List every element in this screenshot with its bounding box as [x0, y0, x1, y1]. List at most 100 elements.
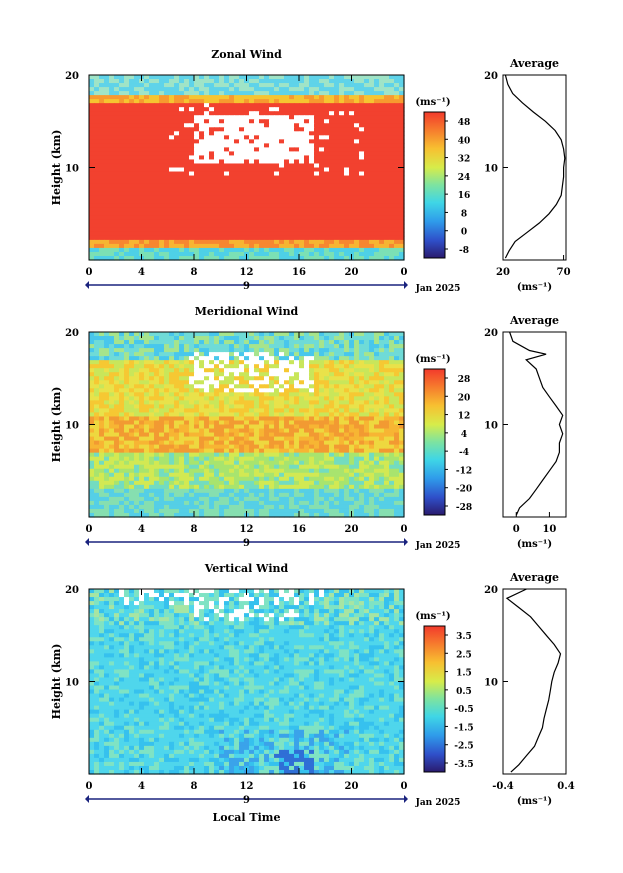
zonal-heatmap-cell: [99, 167, 105, 173]
zonal-heatmap-cell: [104, 115, 110, 120]
meridional-heatmap-cell: [354, 392, 360, 397]
zonal-heatmap-cell: [244, 219, 250, 225]
meridional-heatmap-cell: [179, 440, 185, 446]
meridional-heatmap-cell: [309, 408, 315, 414]
zonal-heatmap-cell: [239, 155, 245, 161]
zonal-heatmap-cell: [114, 87, 120, 92]
meridional-heatmap-cell: [219, 332, 225, 337]
zonal-heatmap-cell: [334, 135, 340, 140]
zonal-heatmap-cell: [169, 243, 175, 249]
meridional-heatmap-cell: [314, 448, 320, 454]
zonal-heatmap-cell: [159, 251, 165, 257]
zonal-heatmap-cell: [144, 187, 150, 193]
zonal-heatmap-cell: [364, 235, 370, 241]
zonal-heatmap-cell: [389, 155, 395, 161]
meridional-heatmap-cell: [164, 396, 170, 401]
zonal-heatmap-cell: [259, 255, 265, 261]
meridional-heatmap-cell: [389, 424, 395, 430]
meridional-heatmap-cell: [114, 356, 120, 361]
zonal-heatmap-cell: [144, 251, 150, 257]
zonal-heatmap-cell: [289, 167, 295, 173]
zonal-heatmap-cell: [224, 95, 230, 100]
zonal-heatmap-cell: [174, 251, 180, 257]
zonal-heatmap-cell: [294, 107, 300, 112]
meridional-heatmap-cell: [179, 396, 185, 401]
zonal-heatmap-cell: [109, 191, 115, 197]
meridional-heatmap-cell: [174, 444, 180, 450]
zonal-heatmap-cell: [174, 231, 180, 237]
zonal-heatmap-cell: [349, 231, 355, 237]
meridional-heatmap-cell: [169, 444, 175, 450]
zonal-heatmap-cell: [94, 231, 100, 237]
zonal-heatmap-cell: [134, 239, 140, 245]
zonal-heatmap-cell: [259, 231, 265, 237]
zonal-heatmap-cell: [284, 95, 290, 100]
zonal-heatmap-cell: [324, 95, 330, 100]
zonal-heatmap-cell: [364, 187, 370, 193]
meridional-heatmap-cell: [239, 452, 245, 458]
meridional-heatmap-cell: [159, 372, 165, 377]
meridional-heatmap-cell: [314, 360, 320, 365]
zonal-heatmap-cell: [379, 139, 385, 144]
zonal-heatmap-cell: [139, 147, 145, 153]
zonal-heatmap-cell: [304, 79, 310, 84]
zonal-heatmap-cell: [239, 247, 245, 253]
meridional-heatmap-cell: [174, 368, 180, 373]
zonal-heatmap-cell: [99, 119, 105, 124]
meridional-heatmap-cell: [149, 368, 155, 373]
zonal-heatmap-cell: [104, 239, 110, 245]
zonal-heatmap-cell: [364, 111, 370, 116]
meridional-heatmap-cell: [229, 440, 235, 446]
meridional-heatmap-cell: [234, 364, 240, 369]
zonal-heatmap-cell: [244, 115, 250, 120]
zonal-heatmap-cell: [164, 115, 170, 120]
zonal-heatmap-cell: [174, 87, 180, 92]
zonal-heatmap-cell: [114, 75, 120, 80]
meridional-heatmap-cell: [319, 376, 325, 381]
zonal-heatmap-cell: [144, 223, 150, 229]
meridional-heatmap-cell: [154, 380, 160, 385]
zonal-heatmap-cell: [289, 163, 295, 169]
zonal-heatmap-cell: [89, 203, 95, 209]
meridional-heatmap-cell: [144, 388, 150, 393]
zonal-heatmap-cell: [364, 227, 370, 233]
meridional-heatmap-cell: [124, 400, 130, 405]
meridional-heatmap-cell: [289, 436, 295, 442]
zonal-heatmap-cell: [154, 175, 160, 181]
zonal-heatmap-cell: [369, 171, 375, 177]
meridional-heatmap-cell: [359, 416, 365, 422]
zonal-heatmap-cell: [394, 183, 400, 189]
zonal-heatmap-cell: [239, 211, 245, 217]
zonal-heatmap-cell: [349, 83, 355, 88]
zonal-heatmap-cell: [214, 239, 220, 245]
zonal-heatmap-cell: [269, 75, 275, 80]
meridional-heatmap-cell: [254, 336, 260, 341]
meridional-heatmap-cell: [354, 400, 360, 405]
zonal-heatmap-cell: [119, 199, 125, 205]
zonal-heatmap-cell: [399, 223, 405, 229]
zonal-heatmap-cell: [349, 119, 355, 124]
meridional-heatmap-cell: [169, 376, 175, 381]
zonal-heatmap-cell: [214, 111, 220, 116]
zonal-heatmap-cell: [134, 219, 140, 225]
zonal-heatmap-cell: [309, 167, 315, 173]
zonal-heatmap-cell: [209, 171, 215, 177]
meridional-heatmap-cell: [379, 428, 385, 434]
zonal-heatmap-cell: [314, 95, 320, 100]
zonal-heatmap-cell: [329, 227, 335, 233]
zonal-heatmap-cell: [324, 99, 330, 104]
zonal-heatmap-cell: [129, 171, 135, 177]
zonal-heatmap-cell: [244, 199, 250, 205]
zonal-heatmap-cell: [289, 115, 295, 120]
zonal-heatmap-cell: [219, 175, 225, 181]
zonal-heatmap-cell: [229, 87, 235, 92]
zonal-heatmap-cell: [109, 151, 115, 157]
zonal-heatmap-cell: [144, 239, 150, 245]
meridional-heatmap-cell: [334, 416, 340, 422]
zonal-heatmap-cell: [284, 227, 290, 233]
zonal-heatmap-cell: [184, 147, 190, 153]
zonal-heatmap-cell: [354, 139, 360, 144]
meridional-heatmap-cell: [359, 352, 365, 357]
zonal-heatmap-cell: [269, 203, 275, 209]
zonal-heatmap-cell: [354, 243, 360, 249]
